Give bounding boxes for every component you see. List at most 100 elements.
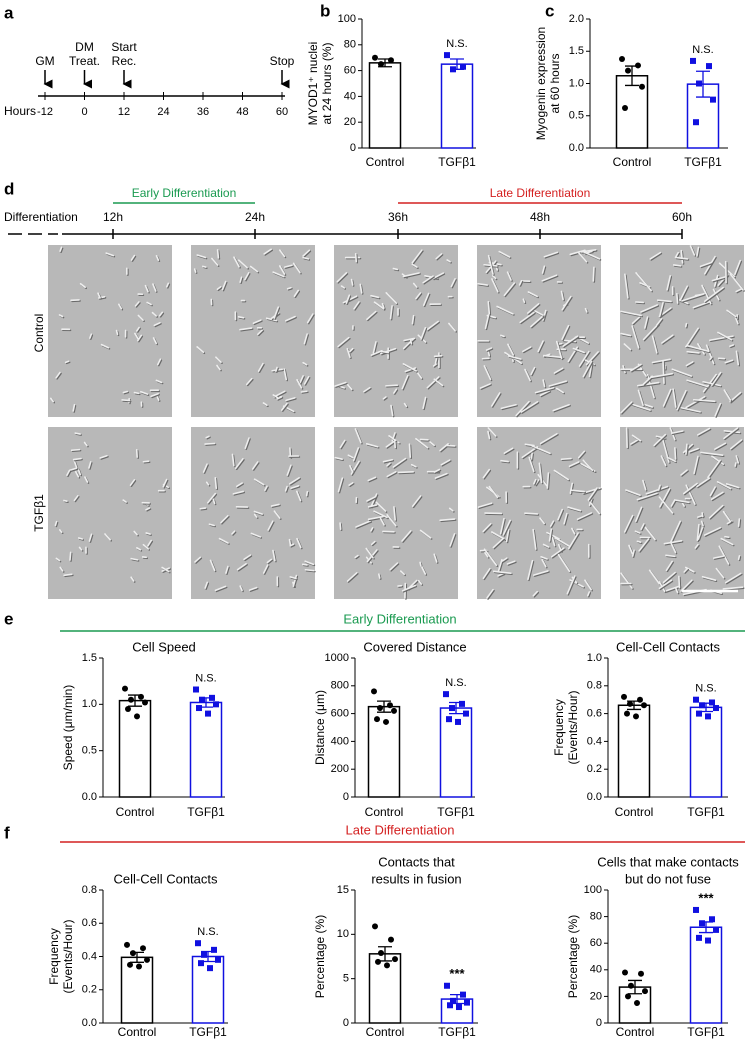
cell <box>156 395 160 401</box>
cell <box>677 391 688 412</box>
cell <box>649 251 662 260</box>
cell <box>354 252 358 263</box>
y-axis-label: Frequency <box>552 699 566 756</box>
data-point <box>383 718 389 725</box>
cell <box>144 284 149 293</box>
data-point <box>391 707 397 714</box>
cell <box>715 567 725 579</box>
cell <box>433 378 444 387</box>
cell <box>300 390 308 393</box>
cell <box>336 272 348 283</box>
cell <box>501 404 518 411</box>
data-point <box>463 710 469 717</box>
cell <box>673 265 683 268</box>
axis-label: Hours <box>4 104 36 118</box>
cell <box>64 360 70 364</box>
cell <box>234 458 244 470</box>
cell <box>561 324 570 341</box>
cell <box>64 574 74 578</box>
cell <box>440 459 451 466</box>
cell <box>301 391 309 394</box>
cell <box>422 396 427 410</box>
cell <box>584 307 588 313</box>
cell <box>675 257 690 261</box>
data-point <box>213 701 219 708</box>
cell <box>684 568 690 574</box>
cell <box>680 249 684 264</box>
cell <box>441 460 452 467</box>
cell <box>555 340 563 360</box>
cell <box>122 390 129 394</box>
cell <box>533 478 537 485</box>
cell <box>363 386 371 393</box>
cell <box>665 554 676 558</box>
y-tick-label: 0.0 <box>587 791 602 803</box>
phase-label: Early Differentiation <box>132 186 237 200</box>
cell <box>272 394 279 399</box>
data-point <box>211 946 217 953</box>
cell <box>100 455 109 460</box>
cell <box>289 576 297 580</box>
cell <box>487 430 491 440</box>
cell <box>402 375 410 391</box>
cell <box>635 506 643 523</box>
cell <box>496 305 514 315</box>
bar <box>440 63 474 149</box>
cell <box>433 553 438 563</box>
cell <box>560 457 572 461</box>
cell <box>548 380 568 387</box>
significance: N.S. <box>445 677 466 689</box>
cell <box>302 256 310 260</box>
cell <box>533 591 540 598</box>
cell <box>163 479 169 489</box>
data-point <box>705 937 711 944</box>
cell <box>239 585 243 592</box>
cell <box>500 459 509 463</box>
cell <box>257 362 264 372</box>
cell <box>214 477 218 490</box>
cell <box>274 307 281 320</box>
cell <box>88 461 92 469</box>
cell <box>416 293 423 301</box>
cell <box>118 303 123 310</box>
cell <box>534 479 538 486</box>
cell <box>196 346 205 354</box>
data-point <box>378 949 384 956</box>
data-point <box>122 685 128 692</box>
cell <box>533 571 550 577</box>
cell <box>347 454 354 459</box>
cell <box>401 584 417 592</box>
image-background <box>620 245 744 417</box>
time-label: 60h <box>672 210 692 224</box>
cell <box>415 437 429 449</box>
cell <box>663 361 666 386</box>
cell <box>372 341 377 354</box>
cell <box>448 322 457 332</box>
cell <box>293 575 299 588</box>
cell <box>133 530 138 536</box>
cell <box>697 478 712 489</box>
cell <box>83 441 88 447</box>
cell <box>679 285 689 302</box>
cell <box>632 550 636 558</box>
cell <box>665 586 682 593</box>
cell <box>158 311 164 317</box>
cell <box>688 447 700 453</box>
data-point <box>460 63 466 70</box>
cell <box>264 249 273 256</box>
cell <box>720 537 734 546</box>
data-point <box>637 696 643 703</box>
cell <box>578 337 590 344</box>
data-point <box>130 950 136 957</box>
y-axis-label: Percentage (%) <box>313 915 327 998</box>
cell <box>221 515 230 525</box>
cell <box>70 552 73 562</box>
cell <box>737 555 741 561</box>
cell <box>66 469 71 477</box>
cell <box>386 462 391 467</box>
cell <box>520 401 539 413</box>
cell <box>271 504 281 508</box>
cell <box>709 356 713 361</box>
data-point <box>455 718 461 725</box>
data-point <box>713 926 719 933</box>
